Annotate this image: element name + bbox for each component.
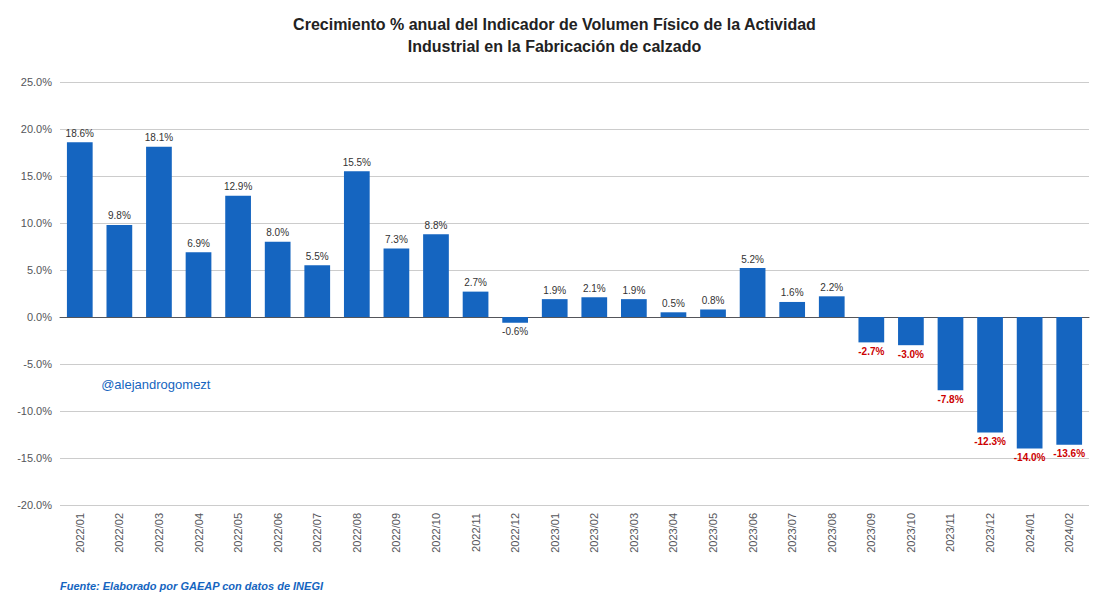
svg-text:12.9%: 12.9% xyxy=(224,181,252,192)
svg-text:2023/11: 2023/11 xyxy=(944,513,956,552)
svg-text:-12.3%: -12.3% xyxy=(974,436,1006,447)
svg-text:2024/02: 2024/02 xyxy=(1063,513,1075,553)
svg-text:-2.7%: -2.7% xyxy=(858,346,884,357)
svg-text:2022/01: 2022/01 xyxy=(74,513,86,553)
svg-text:8.8%: 8.8% xyxy=(425,220,448,231)
svg-text:2022/04: 2022/04 xyxy=(193,513,205,553)
svg-text:2022/03: 2022/03 xyxy=(153,513,165,553)
svg-text:-7.8%: -7.8% xyxy=(937,394,963,405)
svg-text:2022/12: 2022/12 xyxy=(509,513,521,553)
svg-text:20.0%: 20.0% xyxy=(21,123,52,135)
svg-text:Fuente: Elaborado por GAEAP co: Fuente: Elaborado por GAEAP con datos de… xyxy=(60,580,324,592)
svg-text:2022/10: 2022/10 xyxy=(430,513,442,553)
svg-text:9.8%: 9.8% xyxy=(108,210,131,221)
svg-text:5.2%: 5.2% xyxy=(741,254,764,265)
svg-text:0.5%: 0.5% xyxy=(662,298,685,309)
svg-text:18.1%: 18.1% xyxy=(145,132,173,143)
svg-text:18.6%: 18.6% xyxy=(66,128,94,139)
svg-text:2023/08: 2023/08 xyxy=(826,513,838,553)
svg-text:0.8%: 0.8% xyxy=(702,295,725,306)
svg-text:25.0%: 25.0% xyxy=(21,76,52,88)
svg-text:2023/07: 2023/07 xyxy=(786,513,798,553)
svg-text:2022/09: 2022/09 xyxy=(390,513,402,553)
svg-text:1.9%: 1.9% xyxy=(543,285,566,296)
svg-text:1.9%: 1.9% xyxy=(622,285,645,296)
svg-text:2023/04: 2023/04 xyxy=(667,513,679,553)
svg-text:15.5%: 15.5% xyxy=(343,157,371,168)
svg-text:2022/05: 2022/05 xyxy=(232,513,244,553)
svg-text:Crecimiento % anual del Indica: Crecimiento % anual del Indicador de Vol… xyxy=(293,16,816,33)
svg-text:5.0%: 5.0% xyxy=(27,264,52,276)
svg-text:2.1%: 2.1% xyxy=(583,283,606,294)
svg-text:@alejandrogomezt: @alejandrogomezt xyxy=(101,377,211,392)
svg-text:2023/05: 2023/05 xyxy=(707,513,719,553)
svg-text:2023/09: 2023/09 xyxy=(865,513,877,553)
svg-text:6.9%: 6.9% xyxy=(187,238,210,249)
svg-text:-10.0%: -10.0% xyxy=(17,405,52,417)
svg-text:-0.6%: -0.6% xyxy=(502,326,528,337)
svg-text:8.0%: 8.0% xyxy=(266,227,289,238)
svg-text:10.0%: 10.0% xyxy=(21,217,52,229)
svg-text:2.7%: 2.7% xyxy=(464,277,487,288)
svg-text:1.6%: 1.6% xyxy=(781,287,804,298)
svg-text:2022/02: 2022/02 xyxy=(113,513,125,553)
svg-text:-15.0%: -15.0% xyxy=(17,452,52,464)
svg-text:2023/01: 2023/01 xyxy=(549,513,561,553)
svg-text:2024/01: 2024/01 xyxy=(1024,513,1036,553)
svg-text:2022/11: 2022/11 xyxy=(470,513,482,552)
svg-text:7.3%: 7.3% xyxy=(385,234,408,245)
svg-text:2023/06: 2023/06 xyxy=(747,513,759,553)
svg-text:-20.0%: -20.0% xyxy=(17,499,52,511)
svg-text:2.2%: 2.2% xyxy=(820,282,843,293)
svg-text:2023/12: 2023/12 xyxy=(984,513,996,553)
svg-text:2022/07: 2022/07 xyxy=(311,513,323,553)
svg-text:0.0%: 0.0% xyxy=(27,311,52,323)
svg-text:5.5%: 5.5% xyxy=(306,251,329,262)
svg-text:15.0%: 15.0% xyxy=(21,170,52,182)
svg-text:2022/08: 2022/08 xyxy=(351,513,363,553)
svg-text:-5.0%: -5.0% xyxy=(23,358,52,370)
svg-text:-14.0%: -14.0% xyxy=(1014,452,1046,463)
svg-text:2023/02: 2023/02 xyxy=(588,513,600,553)
svg-text:-13.6%: -13.6% xyxy=(1053,448,1085,459)
svg-text:2022/06: 2022/06 xyxy=(272,513,284,553)
svg-text:Industrial en la Fabricación d: Industrial en la Fabricación de calzado xyxy=(408,38,702,55)
svg-text:2023/10: 2023/10 xyxy=(905,513,917,553)
svg-text:2023/03: 2023/03 xyxy=(628,513,640,553)
svg-text:-3.0%: -3.0% xyxy=(898,349,924,360)
